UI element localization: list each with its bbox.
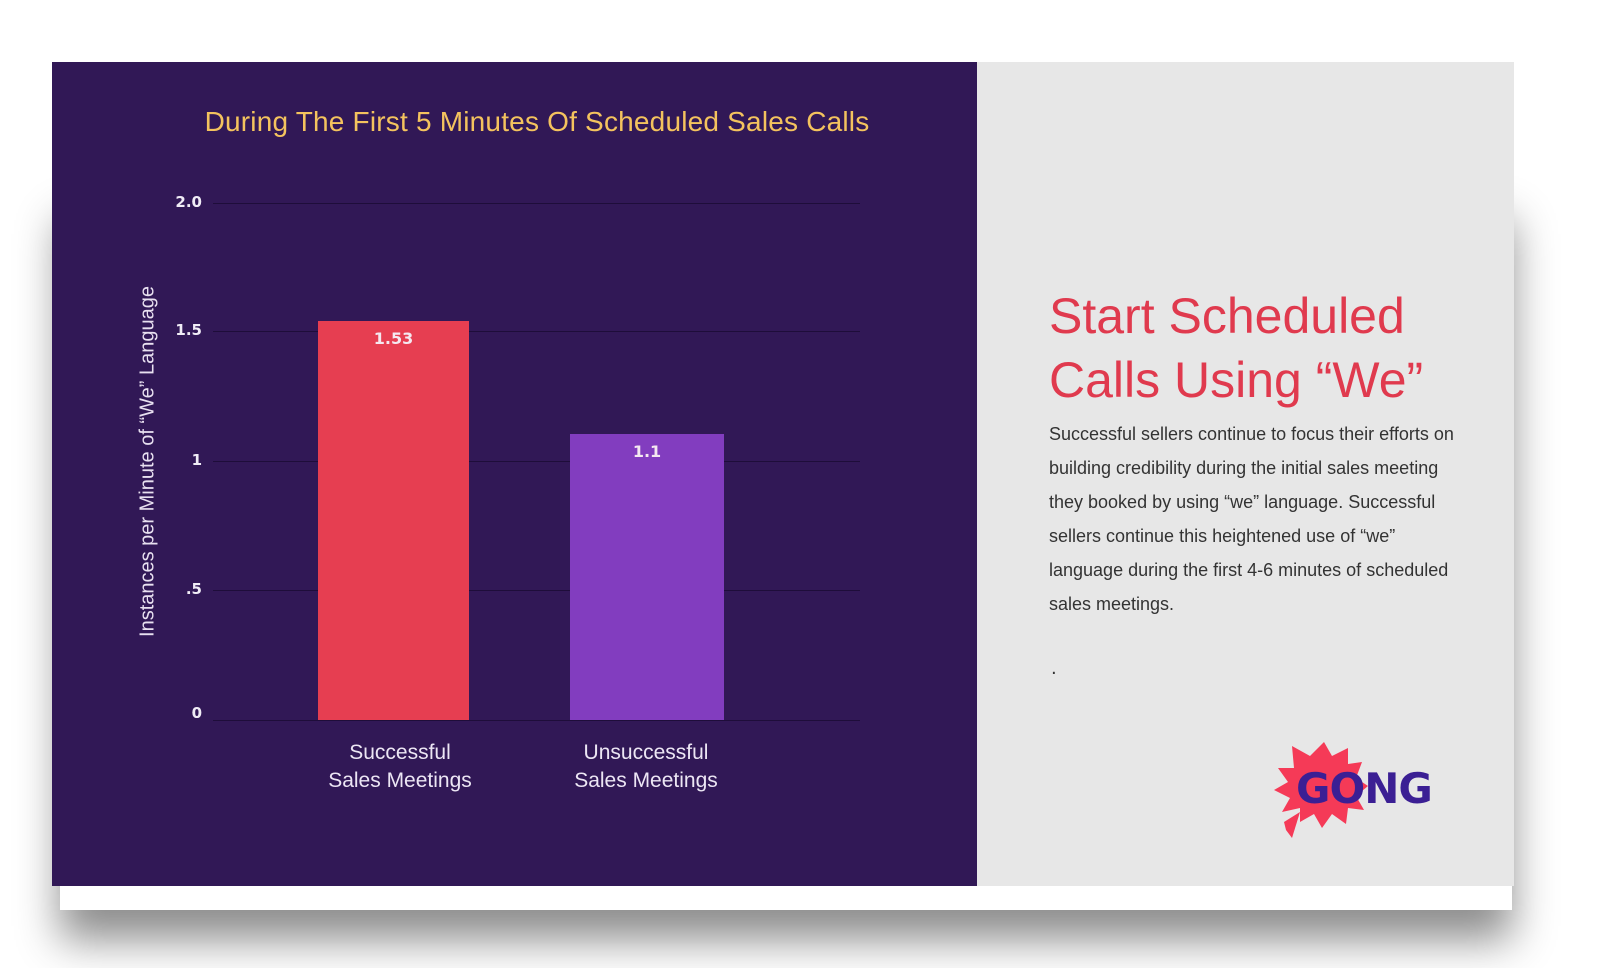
logo-text-go: GO [1296,764,1365,813]
bar-value-label: 1.53 [373,329,414,348]
category-line: Unsuccessful [583,741,709,764]
text-panel: Start Scheduled Calls Using “We” Success… [977,62,1514,886]
bar-value-label: 1.1 [632,442,662,461]
y-tick: 1 [191,451,202,469]
x-category-label-successful: Successful Sales Meetings [280,739,520,795]
trailing-dot: . [1051,658,1057,679]
gridline [213,590,860,591]
gridline [213,331,860,332]
y-tick: .5 [185,580,202,598]
body-paragraph: Successful sellers continue to focus the… [1049,424,1454,614]
logo-text-ng: NG [1364,764,1433,813]
headline: Start Scheduled Calls Using “We” [1049,284,1489,412]
category-line: Sales Meetings [328,769,472,792]
headline-line: Calls Using “We” [1049,352,1424,408]
logo-wordmark: GONG [1296,764,1433,813]
y-tick: 2.0 [175,193,202,211]
bar-successful: 1.53 [318,321,469,720]
gridline [213,203,860,204]
gong-logo: GONG [1272,742,1442,852]
x-category-label-unsuccessful: Unsuccessful Sales Meetings [526,739,766,795]
category-line: Successful [349,741,451,764]
gridline [213,461,860,462]
gridline [213,720,860,721]
burst-icon [1274,742,1368,838]
chart-panel: During The First 5 Minutes Of Scheduled … [52,62,977,886]
category-line: Sales Meetings [574,769,718,792]
y-tick: 1.5 [175,321,202,339]
slide: During The First 5 Minutes Of Scheduled … [52,62,1514,886]
y-tick: 0 [191,704,202,722]
chart-title: During The First 5 Minutes Of Scheduled … [204,106,870,137]
bar-unsuccessful: 1.1 [570,434,724,720]
headline-line: Start Scheduled [1049,288,1405,344]
